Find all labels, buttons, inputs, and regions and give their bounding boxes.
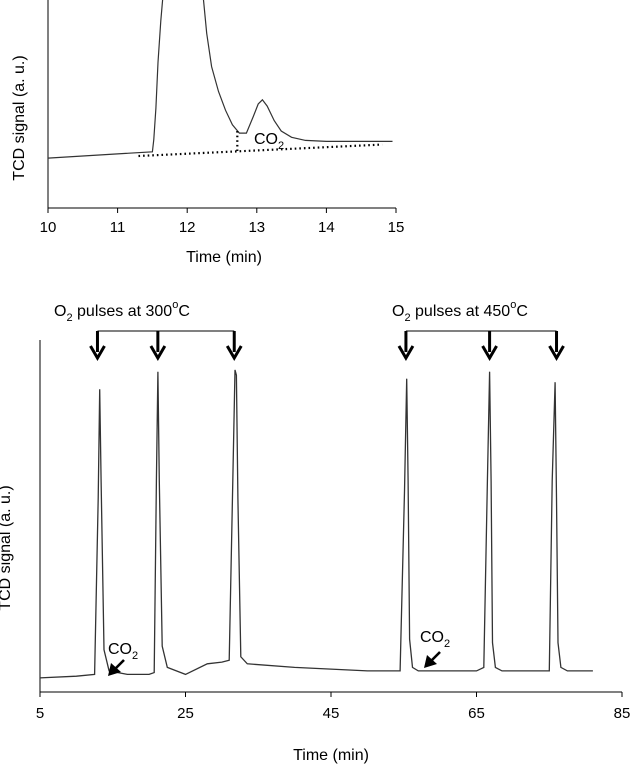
top-x-tick-label: 12 — [179, 219, 196, 236]
top-x-tick-label: 15 — [388, 219, 405, 236]
o2-pulse-arrow — [548, 331, 565, 361]
top-signal-line — [47, 0, 393, 159]
bottom-x-tick-label: 25 — [177, 705, 194, 722]
top-x-tick-label: 11 — [110, 219, 126, 236]
bottom-signal-line — [39, 369, 593, 679]
top-x-tick-label: 10 — [40, 219, 57, 236]
co2-arrow-second — [424, 651, 441, 668]
bottom-x-tick-label: 85 — [614, 705, 631, 722]
bottom-x-ticks: 5 25 45 65 85 — [36, 692, 631, 722]
o2-pulse-arrow — [397, 331, 415, 361]
bottom-x-tick-label: 65 — [468, 705, 485, 722]
bottom-y-axis-title: TCD signal (a. u.) — [0, 485, 14, 610]
top-co2-label: CO2 — [254, 131, 284, 152]
bottom-x-tick-label: 45 — [323, 705, 340, 722]
pulses-300-label: O2 pulses at 300oC — [54, 299, 190, 324]
top-x-tick-label: 13 — [248, 219, 265, 236]
pulse-arrows — [89, 331, 565, 361]
top-y-axis-title: TCD signal (a. u.) — [11, 55, 28, 180]
top-x-ticks: 10 11 12 13 14 15 — [40, 208, 405, 236]
top-x-tick-label: 14 — [318, 219, 335, 236]
o2-pulse-arrow — [89, 331, 106, 361]
top-chart: 10 11 12 13 14 15 CO2 TCD signal (a. u.) Time… — [11, 0, 404, 266]
top-x-axis-title: Time (min) — [186, 249, 262, 266]
o2-pulse-arrow — [225, 331, 243, 361]
o2-pulse-arrow — [149, 331, 167, 361]
bottom-x-axis-title: Time (min) — [293, 747, 369, 764]
co2-label-first: CO2 — [108, 641, 138, 662]
bottom-chart: 5 25 45 65 85 O2 pulses at 300oC O2 pulses a… — [0, 299, 630, 764]
bottom-x-tick-label: 5 — [36, 705, 44, 722]
o2-pulse-arrow — [481, 331, 498, 361]
top-baseline-dotted — [138, 143, 383, 158]
co2-label-second: CO2 — [420, 629, 450, 650]
co2-arrow-first — [108, 659, 125, 676]
pulses-450-label: O2 pulses at 450oC — [392, 299, 528, 324]
